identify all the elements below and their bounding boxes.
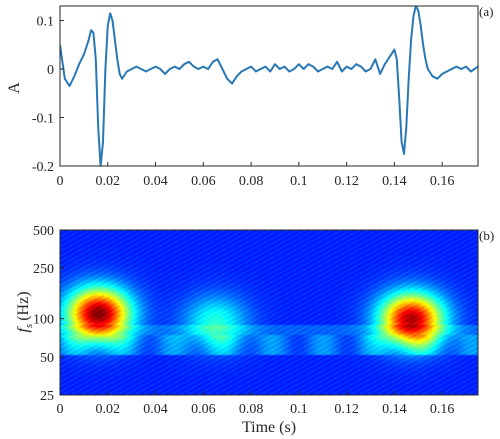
- ylabel-unit: (Hz): [15, 291, 32, 320]
- spectrogram-xtick-label: 0.08: [239, 402, 264, 417]
- waveform-ytick-label: 0: [47, 63, 54, 78]
- ylabel-symbol: f: [15, 326, 32, 333]
- spectrogram-xtick-label: 0: [57, 402, 64, 417]
- spectrogram-xtick-label: 0.14: [382, 402, 407, 417]
- waveform-xtick-label: 0.16: [430, 174, 455, 189]
- waveform-axes-box: [59, 5, 479, 167]
- spectrogram-ytick-label: 500: [33, 224, 54, 239]
- waveform-xtick-label: 0.02: [96, 174, 121, 189]
- waveform-xtick-label: 0.08: [239, 174, 264, 189]
- waveform-ytick-label: 0.1: [37, 15, 55, 30]
- spectrogram-panel: 0 0.02 0.04 0.06 0.08 0.1 0.12 0.14 0.16 500 250 10…: [15, 224, 494, 436]
- spectrogram-xtick-label: 0.06: [191, 402, 216, 417]
- waveform-xtick-label: 0.04: [143, 174, 168, 189]
- spectrogram-xtick-label: 0.1: [290, 402, 308, 417]
- waveform-xtick-label: 0.06: [191, 174, 216, 189]
- waveform-xtick-label: 0.12: [334, 174, 359, 189]
- panel-a-label: (a): [479, 4, 493, 19]
- spectrogram-heatmap: [60, 230, 478, 395]
- spectrogram-ytick-label: 100: [33, 313, 54, 328]
- waveform-ytick-label: -0.2: [32, 160, 54, 175]
- waveform-ytick-label: -0.1: [32, 112, 54, 127]
- panel-b-label: (b): [479, 228, 494, 243]
- spectrogram-axes-box: [59, 229, 479, 396]
- waveform-xtick-label: 0.14: [382, 174, 407, 189]
- waveform-plot-area: [60, 6, 478, 166]
- waveform-xtick-label: 0: [57, 174, 64, 189]
- waveform-line: [60, 6, 478, 166]
- spectrogram-xtick-label: 0.04: [143, 402, 168, 417]
- spectrogram-canvas-host: [60, 230, 478, 395]
- spectrogram-xtick-label: 0.02: [96, 402, 121, 417]
- waveform-panel: 0 0.02 0.04 0.06 0.08 0.1 0.12 0.14 0.16 0.1 0 -0.1…: [6, 4, 493, 189]
- waveform-xtick-label: 0.1: [290, 174, 308, 189]
- spectrogram-ytick-label: 25: [40, 389, 54, 404]
- waveform-ylabel: A: [6, 82, 23, 94]
- spectrogram-xtick-label: 0.12: [334, 402, 359, 417]
- spectrogram-xtick-label: 0.16: [430, 402, 455, 417]
- spectrogram-ytick-label: 250: [33, 262, 54, 277]
- ylabel-subscript: s: [23, 324, 35, 328]
- spectrogram-xlabel: Time (s): [242, 419, 296, 436]
- spectrogram-ylabel: fs (Hz): [15, 291, 35, 332]
- spectrogram-ytick-label: 50: [40, 351, 54, 366]
